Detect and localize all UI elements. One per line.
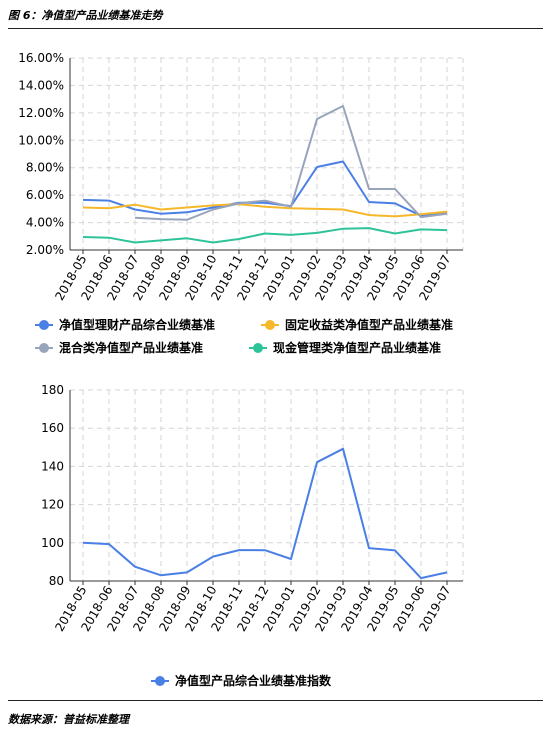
y-tick-label: 140 <box>41 459 64 473</box>
y-tick-label: 120 <box>41 498 64 512</box>
series-line-1 <box>82 447 448 580</box>
legend-marker <box>155 676 165 686</box>
legend-marker <box>39 320 49 330</box>
series-line-1 <box>82 160 448 217</box>
top-rule <box>8 28 543 29</box>
y-tick-label: 4.00% <box>26 216 64 230</box>
legend-marker <box>253 343 263 353</box>
legend-label: 固定收益类净值型产品业绩基准 <box>285 317 453 332</box>
legend-marker <box>265 320 275 330</box>
chart-1: 2.00% 4.00% 6.00% 8.00% 10.00% 12.00% 14.00% 16… <box>18 51 464 355</box>
y-tick-label: 80 <box>49 574 64 588</box>
legend-label: 净值型产品综合业绩基准指数 <box>175 673 332 688</box>
legend-marker <box>39 343 49 353</box>
bottom-rule <box>8 700 543 701</box>
figure-title: 图 6：净值型产品业绩基准走势 <box>8 9 163 22</box>
legend-label: 混合类净值型产品业绩基准 <box>59 340 203 355</box>
y-tick-label: 10.00% <box>18 133 64 147</box>
chart-2: 801001201401601802018-052018-062018-0720… <box>41 383 464 688</box>
legend-label: 净值型理财产品综合业绩基准 <box>59 317 215 332</box>
y-tick-label: 160 <box>41 421 64 435</box>
y-tick-label: 8.00% <box>26 161 64 175</box>
y-tick-label: 2.00% <box>26 243 64 257</box>
data-source: 数据来源：普益标准整理 <box>8 713 129 726</box>
y-tick-label: 100 <box>41 536 64 550</box>
series-line-2 <box>82 203 448 218</box>
legend-label: 现金管理类净值型产品业绩基准 <box>273 340 441 355</box>
y-tick-label: 16.00% <box>18 51 64 65</box>
y-tick-label: 14.00% <box>18 78 64 92</box>
y-tick-label: 180 <box>41 383 64 397</box>
y-tick-label: 12.00% <box>18 106 64 120</box>
series-line-4 <box>82 227 448 244</box>
series-line-3 <box>134 105 448 221</box>
y-tick-label: 6.00% <box>26 188 64 202</box>
